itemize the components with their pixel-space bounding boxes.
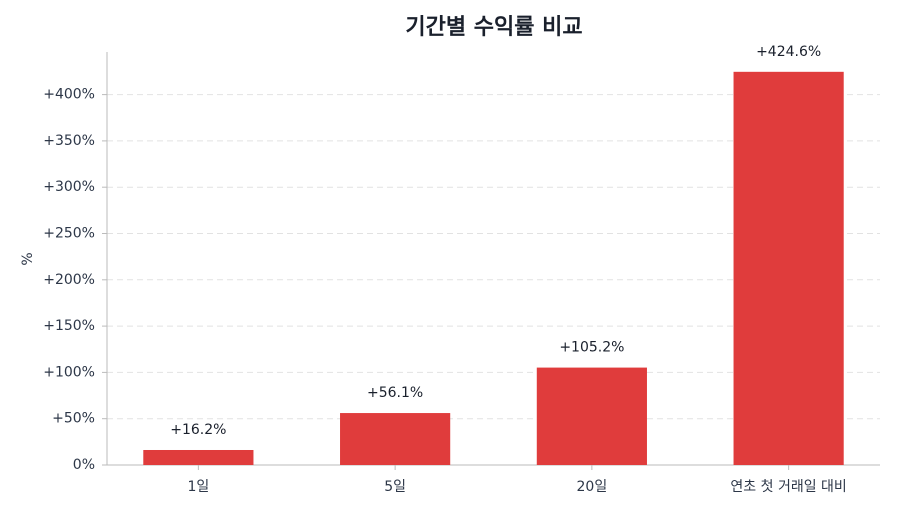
x-tick-label: 5일 [384,479,406,495]
y-tick-label: +100% [43,364,95,380]
value-label: +424.6% [756,44,821,60]
y-tick-label: +250% [43,225,95,241]
y-tick-label: +350% [43,133,95,149]
x-tick-label: 1일 [187,479,209,495]
y-tick-label: +50% [52,411,95,427]
bar [733,71,844,465]
bar [340,413,451,465]
y-tick-label: 0% [73,457,95,473]
value-label: +16.2% [170,422,226,438]
chart-title: 기간별 수익률 비교 [405,15,582,40]
value-label: +105.2% [559,340,624,356]
x-tick-label: 20일 [577,479,608,495]
bar [536,367,647,465]
y-tick-label: +400% [43,87,95,103]
value-label: +56.1% [367,385,423,401]
bar [143,449,254,465]
y-tick-label: +150% [43,318,95,334]
x-tick-label: 연초 첫 거래일 대비 [730,479,846,495]
y-tick-label: +300% [43,179,95,195]
y-tick-label: +200% [43,272,95,288]
y-axis-label: % [20,252,36,265]
